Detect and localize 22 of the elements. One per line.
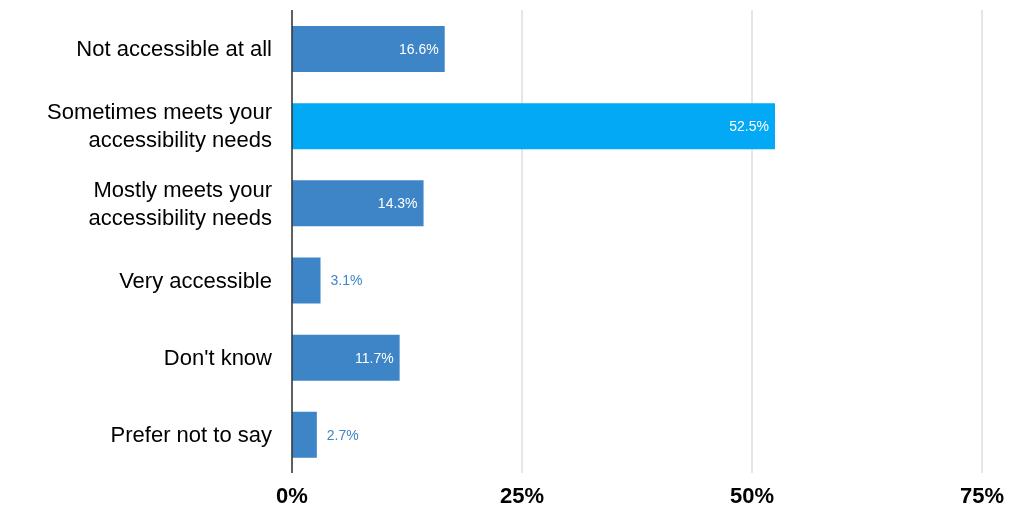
bar (292, 180, 424, 227)
y-tick-label: Don't know (163, 344, 273, 370)
data-label: 2.7% (326, 426, 359, 443)
x-tick-label: 0% (276, 482, 308, 508)
bar (292, 26, 445, 72)
bar (292, 103, 775, 150)
data-label: 14.3% (377, 195, 418, 212)
y-tick-label: Not accessible at all (76, 36, 272, 62)
x-tick-label: 25% (499, 482, 545, 508)
data-label: 11.7% (354, 349, 394, 366)
x-tick-label: 75% (959, 482, 1005, 508)
y-tick-label: Very accessible (119, 267, 272, 293)
y-tick-label: Prefer not to say (110, 422, 272, 448)
bar (292, 334, 400, 381)
y-tick-label: Sometimes meets your accessibility needs (47, 99, 272, 153)
x-tick-label: 50% (729, 482, 775, 508)
bar (292, 411, 317, 458)
y-tick-label: Mostly meets your accessibility needs (88, 176, 272, 230)
data-label: 52.5% (729, 118, 769, 135)
data-label: 3.1% (330, 272, 363, 289)
bar (292, 257, 321, 304)
data-label: 16.6% (399, 40, 439, 57)
